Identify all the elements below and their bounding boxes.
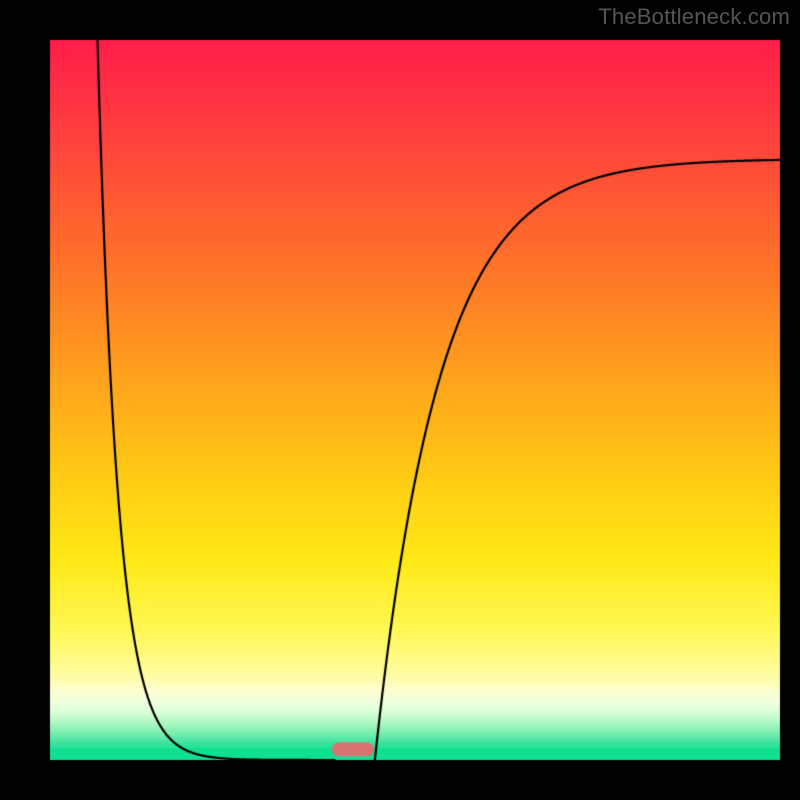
root-stage: { "watermark": "TheBottleneck.com", "can… bbox=[0, 0, 800, 800]
watermark: TheBottleneck.com bbox=[598, 4, 790, 30]
chart-canvas bbox=[0, 0, 800, 800]
